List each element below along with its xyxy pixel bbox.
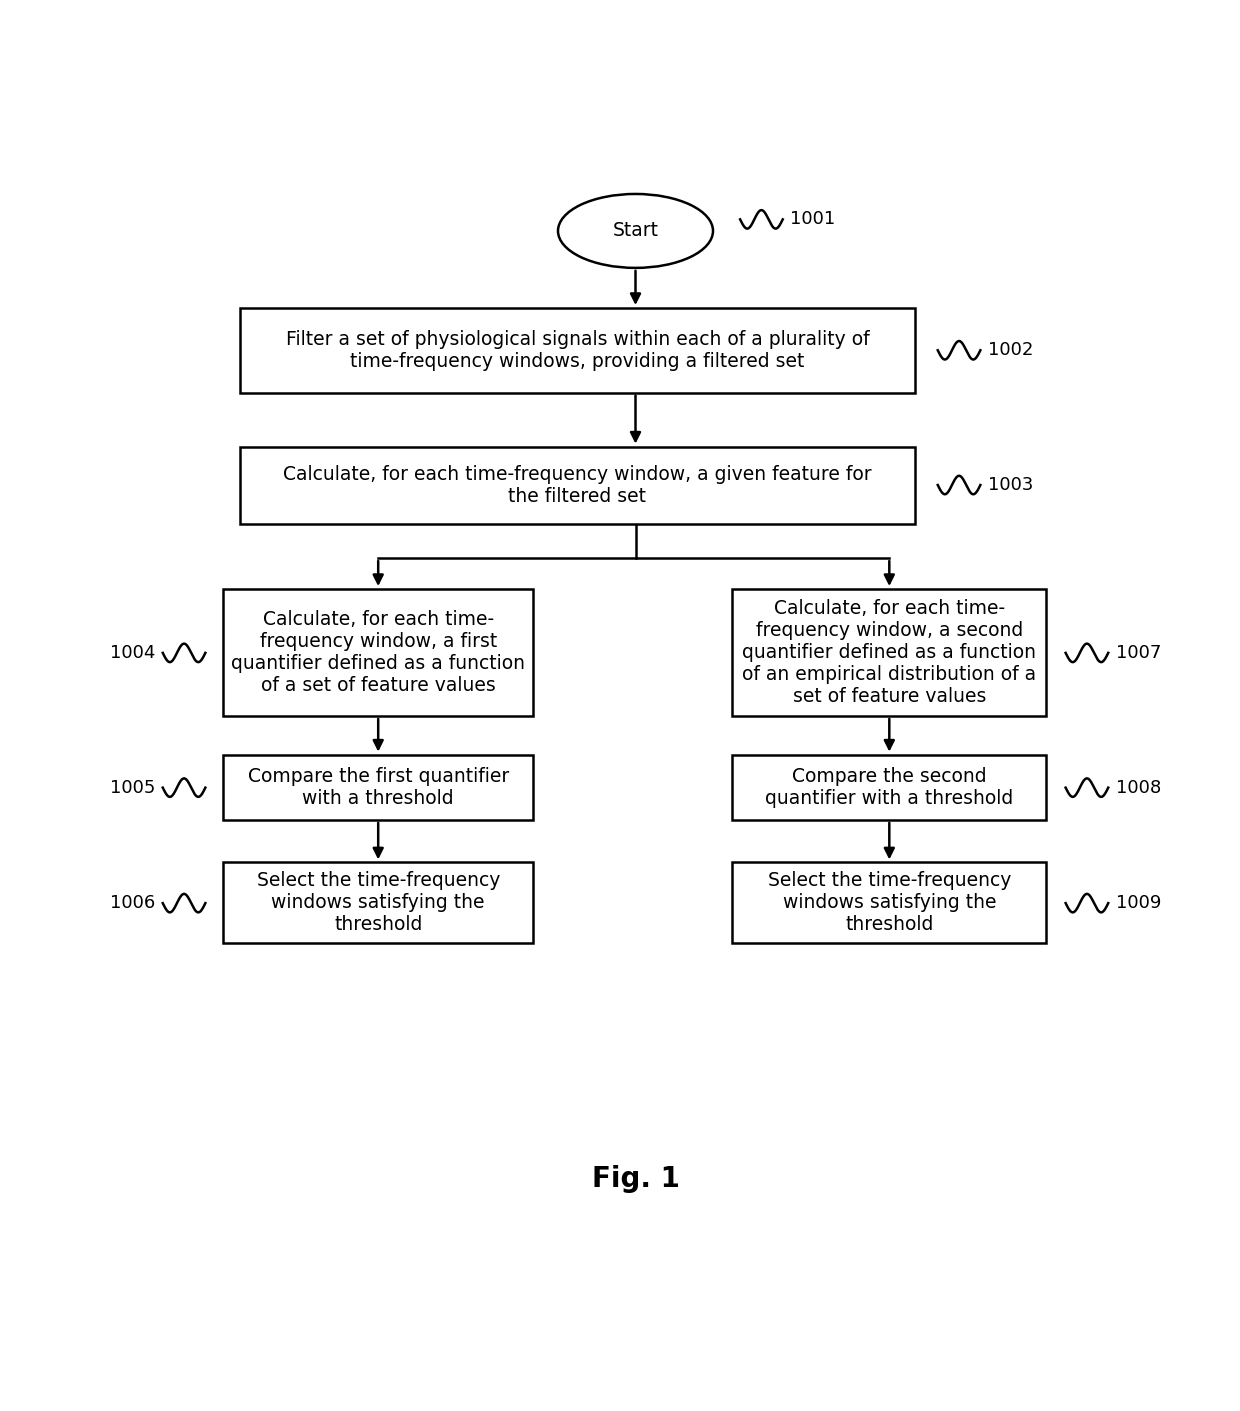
Text: 1001: 1001: [791, 210, 836, 229]
Text: Filter a set of physiological signals within each of a plurality of
time-frequen: Filter a set of physiological signals wi…: [285, 330, 869, 371]
Text: 1002: 1002: [988, 341, 1033, 360]
FancyBboxPatch shape: [223, 588, 533, 715]
Text: Calculate, for each time-
frequency window, a second
quantifier defined as a fun: Calculate, for each time- frequency wind…: [743, 600, 1037, 706]
Text: Compare the second
quantifier with a threshold: Compare the second quantifier with a thr…: [765, 766, 1013, 807]
FancyBboxPatch shape: [733, 588, 1047, 715]
Ellipse shape: [558, 193, 713, 268]
Text: 1006: 1006: [110, 895, 155, 912]
FancyBboxPatch shape: [241, 308, 915, 392]
Text: 1003: 1003: [988, 476, 1033, 494]
FancyBboxPatch shape: [733, 755, 1047, 820]
Text: Fig. 1: Fig. 1: [591, 1165, 680, 1192]
Text: 1005: 1005: [109, 779, 155, 797]
Text: 1004: 1004: [109, 643, 155, 662]
Text: Calculate, for each time-frequency window, a given feature for
the filtered set: Calculate, for each time-frequency windo…: [283, 464, 872, 505]
Text: Select the time-frequency
windows satisfying the
threshold: Select the time-frequency windows satisf…: [257, 871, 500, 934]
Text: 1008: 1008: [1116, 779, 1161, 797]
Text: Compare the first quantifier
with a threshold: Compare the first quantifier with a thre…: [248, 766, 508, 807]
Text: Calculate, for each time-
frequency window, a first
quantifier defined as a func: Calculate, for each time- frequency wind…: [231, 610, 526, 696]
Text: Start: Start: [613, 222, 658, 240]
Text: 1007: 1007: [1116, 643, 1162, 662]
Text: Select the time-frequency
windows satisfying the
threshold: Select the time-frequency windows satisf…: [768, 871, 1011, 934]
FancyBboxPatch shape: [241, 446, 915, 523]
Text: 1009: 1009: [1116, 895, 1162, 912]
FancyBboxPatch shape: [223, 862, 533, 943]
FancyBboxPatch shape: [223, 755, 533, 820]
FancyBboxPatch shape: [733, 862, 1047, 943]
